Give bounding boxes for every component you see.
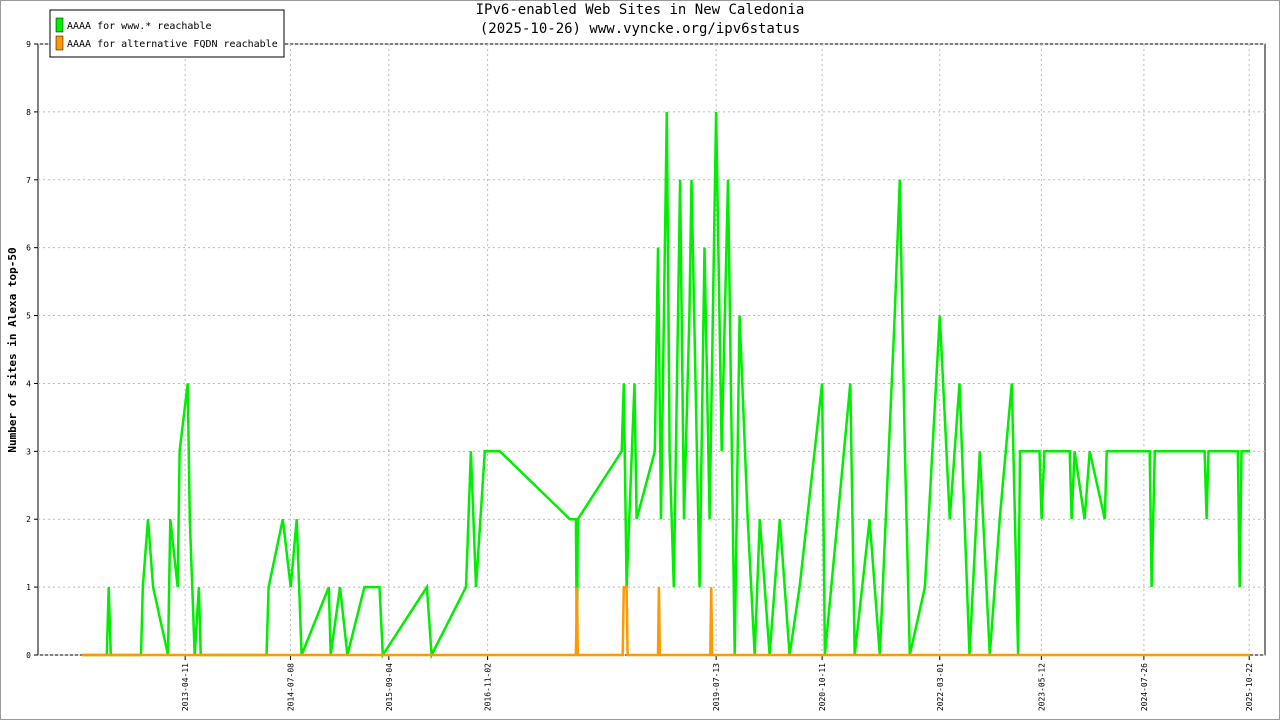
x-tick-label: 2014-07-08: [286, 663, 295, 711]
legend-label: AAAA for alternative FQDN reachable: [67, 39, 278, 50]
chart-title: IPv6-enabled Web Sites in New Caledonia: [476, 2, 805, 18]
x-tick-label: 2020-10-11: [818, 663, 827, 711]
y-tick-label: 7: [26, 176, 31, 185]
x-tick-label: 2022-03-01: [936, 663, 945, 711]
x-tick-label: 2013-04-11: [181, 663, 190, 711]
y-tick-label: 4: [26, 379, 31, 388]
y-tick-label: 0: [26, 651, 31, 660]
y-axis-label: Number of sites in Alexa top-50: [6, 247, 19, 452]
x-tick-label: 2016-11-02: [484, 663, 493, 711]
x-tick-label: 2019-07-13: [712, 663, 721, 711]
y-tick-label: 9: [26, 40, 31, 49]
y-tick-label: 1: [26, 583, 31, 592]
chart-subtitle: (2025-10-26) www.vyncke.org/ipv6status: [480, 21, 800, 37]
data-line: [81, 111, 1251, 660]
y-tick-label: 6: [26, 244, 31, 253]
y-tick-label: 8: [26, 108, 31, 117]
y-tick-label: 5: [26, 312, 31, 321]
legend-box: [49, 9, 285, 58]
data-line: [81, 585, 1251, 657]
x-tick-label: 2024-07-26: [1140, 663, 1149, 711]
legend-swatch: [55, 35, 64, 51]
y-tick-label: 3: [26, 447, 31, 456]
y-tick-label: 2: [26, 515, 31, 524]
x-tick-label: 2015-09-04: [385, 663, 394, 711]
x-tick-label: 2023-05-12: [1037, 663, 1046, 711]
x-tick-label: 2025-10-22: [1245, 663, 1254, 711]
legend-label: AAAA for www.* reachable: [67, 21, 212, 32]
legend-swatch: [55, 17, 64, 33]
